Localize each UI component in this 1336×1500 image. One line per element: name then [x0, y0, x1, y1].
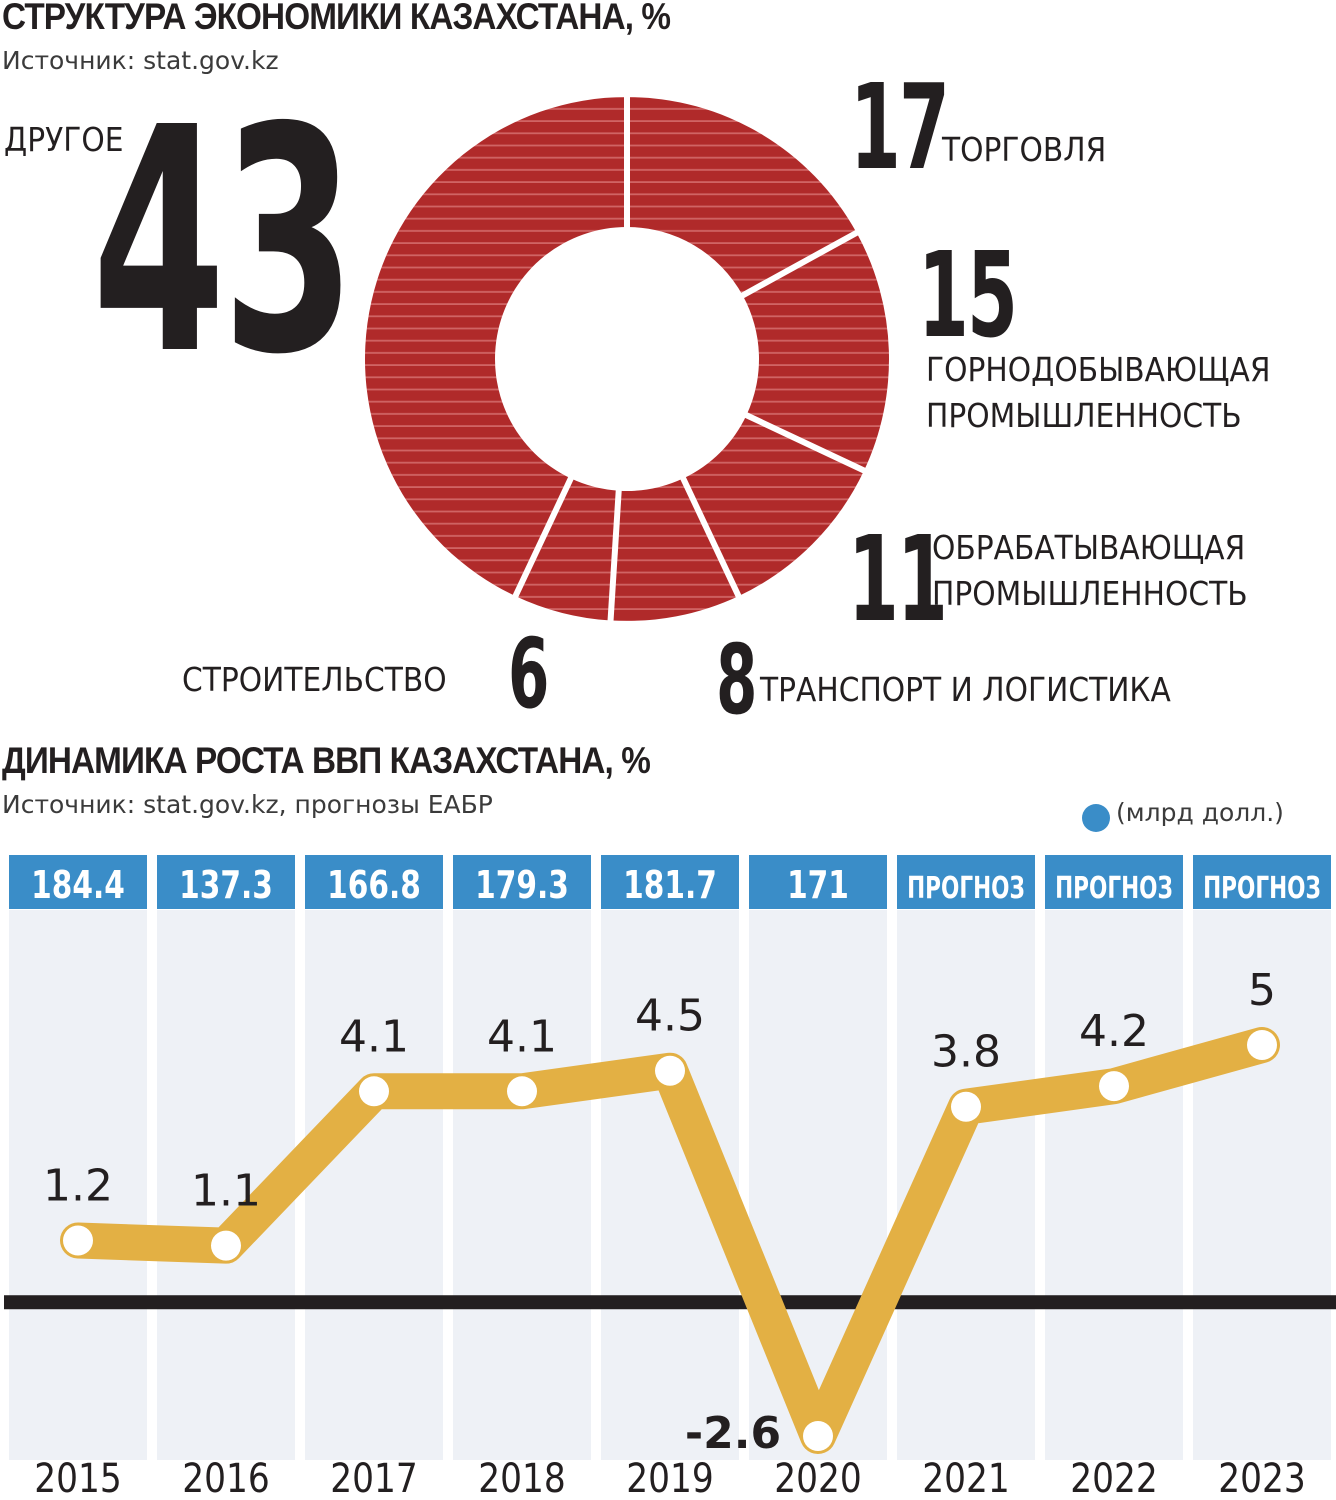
donut-separator-2	[737, 228, 862, 300]
growth-source: Источник: stat.gov.kz, прогнозы ЕАБР	[2, 790, 493, 819]
value-label-2020: -2.6	[685, 1408, 781, 1459]
year-column-2015	[9, 910, 147, 1460]
donut-slice-6	[364, 97, 627, 597]
legend-marker	[1082, 804, 1110, 832]
construction-label: СТРОИТЕЛЬСТВО	[182, 660, 447, 699]
mining-value: 15	[918, 226, 1018, 364]
gdp-badge-2019	[601, 855, 739, 909]
point-2022	[1099, 1071, 1129, 1102]
gdp-badge-2017	[305, 855, 443, 909]
trade-label: ТОРГОВЛЯ	[942, 130, 1107, 169]
x-tick-2016: 2016	[182, 1454, 270, 1500]
donut-chart	[364, 93, 890, 625]
value-label-2018: 4.1	[487, 1011, 557, 1062]
value-label-2022: 4.2	[1079, 1006, 1149, 1057]
year-column-2020	[749, 910, 887, 1460]
value-label-2019: 4.5	[635, 991, 705, 1042]
year-column-2018	[453, 910, 591, 1460]
gdp-badge-value-2023: ПРОГНОЗ	[1203, 872, 1321, 906]
other-label: ДРУГОЕ	[4, 120, 124, 159]
manufacturing-value: 11	[848, 510, 948, 648]
value-label-2016: 1.1	[191, 1166, 261, 1217]
gdp-badge-2016	[157, 855, 295, 909]
value-label-2021: 3.8	[931, 1027, 1001, 1078]
gdp-badge-value-2021: ПРОГНОЗ	[907, 872, 1025, 906]
x-tick-2017: 2017	[330, 1454, 418, 1500]
point-2017	[359, 1076, 389, 1107]
gdp-badge-value-2016: 137.3	[179, 863, 273, 908]
gdp-badge-value-2015: 184.4	[31, 863, 125, 908]
donut-slice-5	[515, 478, 619, 621]
year-column-2023	[1193, 910, 1331, 1460]
year-column-2022	[1045, 910, 1183, 1460]
gdp-badge-2022	[1045, 855, 1183, 909]
donut-separator-4	[678, 473, 743, 601]
mining-label-line2: ПРОМЫШЛЕННОСТЬ	[926, 396, 1242, 435]
x-tick-2023: 2023	[1218, 1454, 1306, 1500]
point-2018	[507, 1076, 537, 1107]
gdp-badge-value-2017: 166.8	[327, 863, 421, 908]
manufacturing-label-line1: ОБРАБАТЫВАЮЩАЯ	[932, 528, 1246, 567]
point-2019	[655, 1055, 685, 1086]
point-2016	[211, 1230, 241, 1261]
gdp-badge-2023	[1193, 855, 1331, 909]
donut-slice-3	[683, 415, 865, 597]
gdp-badge-2020	[749, 855, 887, 909]
donut-slice-4	[610, 478, 739, 622]
mining-label-line1: ГОРНОДОБЫВАЮЩАЯ	[926, 350, 1271, 389]
legend-label: (млрд долл.)	[1116, 798, 1284, 827]
zero-line	[4, 1295, 1336, 1310]
gdp-badge-2021	[897, 855, 1035, 909]
construction-value: 6	[508, 618, 550, 730]
donut-slice-1	[627, 97, 857, 296]
point-2020	[803, 1421, 833, 1451]
structure-title: СТРУКТУРА ЭКОНОМИКИ КАЗАХСТАНА, %	[2, 0, 671, 37]
gdp-badge-value-2018: 179.3	[475, 863, 569, 908]
x-tick-2022: 2022	[1070, 1454, 1158, 1500]
gdp-badge-2018	[453, 855, 591, 909]
donut-separator-5	[607, 486, 622, 625]
x-tick-2021: 2021	[922, 1454, 1010, 1500]
growth-title: ДИНАМИКА РОСТА ВВП КАЗАХСТАНА, %	[2, 740, 651, 781]
point-2023	[1247, 1030, 1277, 1060]
donut-separator-3	[741, 410, 869, 475]
x-tick-2019: 2019	[626, 1454, 714, 1500]
point-2015	[63, 1225, 93, 1256]
value-label-2015: 1.2	[43, 1161, 113, 1212]
donut-separator-6	[511, 473, 576, 601]
x-tick-2020: 2020	[774, 1454, 862, 1500]
gdp-badge-value-2022: ПРОГНОЗ	[1055, 872, 1173, 906]
other-value: 43	[92, 62, 356, 423]
gdp-badge-value-2019: 181.7	[623, 863, 717, 908]
transport-label: ТРАНСПОРТ И ЛОГИСТИКА	[760, 670, 1171, 709]
gdp-badge-2015	[9, 855, 147, 909]
manufacturing-label-line2: ПРОМЫШЛЕННОСТЬ	[932, 574, 1248, 613]
x-tick-2015: 2015	[34, 1454, 122, 1500]
structure-source: Источник: stat.gov.kz	[2, 46, 279, 75]
value-label-2023: 5	[1248, 965, 1276, 1016]
point-2021	[951, 1091, 981, 1122]
trade-value: 17	[850, 58, 950, 196]
year-column-2017	[305, 910, 443, 1460]
value-label-2017: 4.1	[339, 1011, 409, 1062]
x-tick-2018: 2018	[478, 1454, 566, 1500]
donut-slice-2	[742, 232, 890, 471]
transport-value: 8	[716, 624, 758, 736]
gdp-badge-value-2020: 171	[787, 863, 849, 908]
growth-chart: 184.4 2015 137.3 2016 166.8 2017 179.3 2018 181.…	[4, 855, 1336, 1500]
